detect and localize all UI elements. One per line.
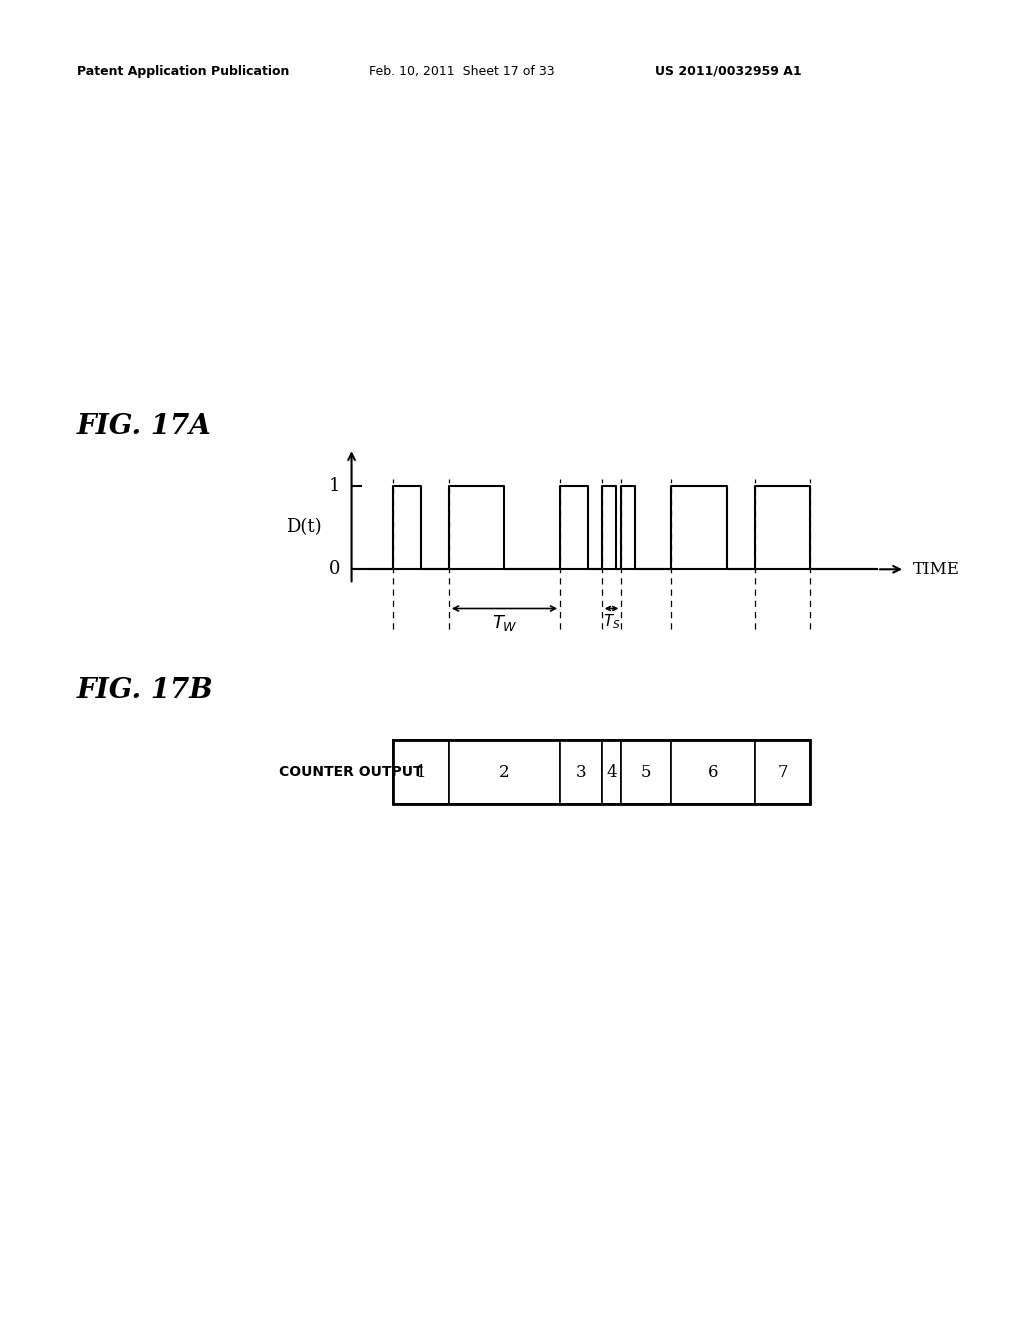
Bar [393,741,810,804]
Text: US 2011/0032959 A1: US 2011/0032959 A1 [655,65,802,78]
Text: 6: 6 [708,764,718,780]
Text: 7: 7 [777,764,787,780]
Text: $T_W$: $T_W$ [492,612,517,632]
Bar [602,741,622,804]
Text: FIG. 17A: FIG. 17A [77,413,212,440]
Text: 1: 1 [416,764,426,780]
Text: 1: 1 [329,477,340,495]
Text: Feb. 10, 2011  Sheet 17 of 33: Feb. 10, 2011 Sheet 17 of 33 [369,65,554,78]
Text: COUNTER OUTPUT: COUNTER OUTPUT [280,766,423,779]
Text: Patent Application Publication: Patent Application Publication [77,65,289,78]
Bar [560,741,602,804]
Text: 5: 5 [641,764,651,780]
Bar [672,741,755,804]
Text: 4: 4 [606,764,616,780]
Text: D(t): D(t) [287,519,323,536]
Bar [449,741,560,804]
Text: FIG. 17B: FIG. 17B [77,677,214,704]
Bar [755,741,810,804]
Bar [393,741,449,804]
Text: $T_S$: $T_S$ [603,612,621,631]
Text: 3: 3 [575,764,587,780]
Text: 0: 0 [329,560,340,578]
Text: TIME: TIME [913,561,961,578]
Text: 2: 2 [499,764,510,780]
Bar [622,741,672,804]
